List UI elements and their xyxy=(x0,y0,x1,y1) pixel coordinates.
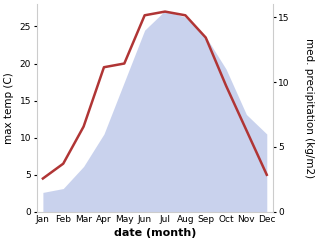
Y-axis label: med. precipitation (kg/m2): med. precipitation (kg/m2) xyxy=(304,38,314,178)
X-axis label: date (month): date (month) xyxy=(114,228,196,238)
Y-axis label: max temp (C): max temp (C) xyxy=(4,72,14,144)
